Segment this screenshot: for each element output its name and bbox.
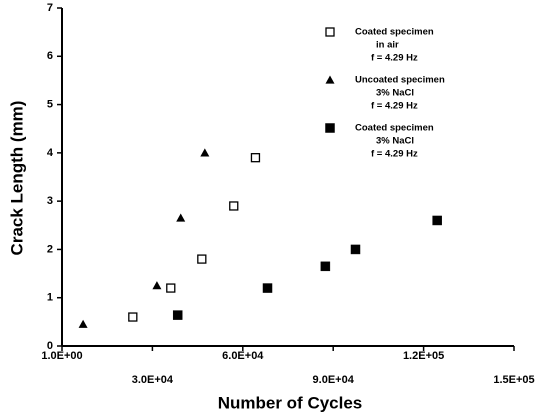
point	[350, 244, 361, 255]
x-tick-label: 1.5E+05	[493, 374, 534, 386]
y-tick-label: 5	[47, 98, 53, 110]
legend-condition: 3% NaCl	[376, 88, 414, 99]
legend-frequency: f = 4.29 Hz	[371, 101, 418, 112]
x-tick-label: 1.0E+00	[41, 350, 82, 362]
y-tick-label: 1	[47, 292, 53, 304]
y-tick-label: 0	[47, 340, 53, 352]
point	[166, 283, 176, 293]
y-tick-label: 6	[47, 50, 53, 62]
x-axis-title: Number of Cycles	[218, 393, 363, 412]
legend-label: Uncoated specimen	[355, 75, 445, 86]
legend-label: Coated specimen	[355, 123, 434, 134]
x-tick-label: 9.0E+04	[313, 374, 355, 386]
point	[176, 213, 186, 222]
point	[78, 319, 88, 328]
point	[197, 254, 207, 264]
legend-frequency: f = 4.29 Hz	[371, 149, 418, 160]
y-axis-title: Crack Length (mm)	[7, 101, 26, 256]
point	[229, 201, 239, 211]
point	[200, 148, 210, 157]
legend-label: Coated specimen	[355, 27, 434, 38]
point	[320, 261, 331, 272]
point	[250, 153, 261, 163]
point	[172, 310, 183, 320]
y-tick-label: 2	[47, 243, 53, 255]
y-tick-label: 3	[47, 195, 53, 207]
x-tick-label: 3.0E+04	[132, 374, 174, 386]
legend-marker	[325, 123, 335, 133]
legend-condition: 3% NaCl	[376, 136, 414, 147]
x-tick-label: 1.2E+05	[403, 350, 444, 362]
x-tick-label: 6.0E+04	[222, 350, 264, 362]
point	[152, 281, 162, 290]
point	[432, 215, 442, 226]
y-tick-label: 4	[47, 147, 54, 159]
point	[262, 283, 273, 293]
legend-frequency: f = 4.29 Hz	[371, 53, 418, 64]
y-tick-label: 7	[47, 2, 53, 14]
legend-marker	[325, 75, 335, 84]
legend-condition: in air	[376, 40, 399, 51]
point	[128, 312, 138, 322]
legend-marker	[325, 27, 335, 37]
